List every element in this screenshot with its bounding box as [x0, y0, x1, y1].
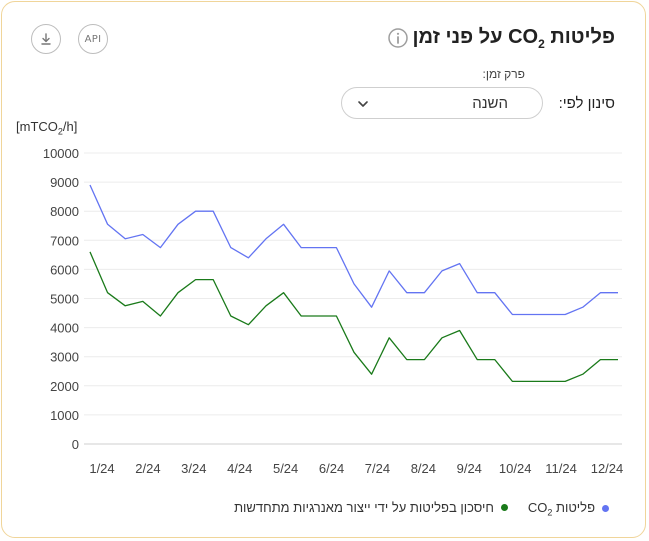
y-tick-label: 3000: [50, 350, 79, 365]
series-line-savings: [89, 251, 618, 383]
period-select[interactable]: השנה: [341, 87, 543, 119]
chevron-down-icon: [358, 101, 368, 107]
x-tick-label: 6/24: [319, 461, 344, 476]
x-tick-label: 5/24: [273, 461, 298, 476]
legend-label-savings: חיסכון בפליטות על ידי ייצור מאנרגיות מתח…: [234, 500, 494, 515]
x-tick-label: 8/24: [411, 461, 436, 476]
api-label: API: [84, 33, 102, 45]
info-circle-icon[interactable]: [388, 28, 408, 48]
line-chart: 0 1000 2000 3000 4000 5000 6000 7000 8000 9000 100…: [43, 146, 624, 476]
y-tick-label: 6000: [50, 262, 79, 277]
x-tick-label: 1/24: [89, 461, 114, 476]
x-tick-label: 3/24: [181, 461, 206, 476]
chart-title: פליטות CO2 על פני זמן: [412, 26, 615, 51]
y-tick-label: 1000: [50, 408, 79, 423]
legend-dot-emissions: [602, 505, 609, 513]
legend-item-savings[interactable]: חיסכון בפליטות על ידי ייצור מאנרגיות מתח…: [234, 500, 508, 515]
y-tick-label: 2000: [50, 379, 79, 394]
filter-label: סינון לפי:: [558, 95, 615, 112]
y-axis-unit: [mTCO2/h]: [16, 119, 78, 137]
y-tick-label: 5000: [50, 292, 79, 307]
period-label: פרק זמן:: [482, 67, 525, 81]
x-tick-label: 2/24: [135, 461, 160, 476]
x-tick-label: 7/24: [365, 461, 390, 476]
y-tick-label: 10000: [43, 146, 79, 161]
x-tick-label: 12/24: [591, 461, 624, 476]
legend-item-emissions[interactable]: פליטות CO2: [528, 500, 609, 518]
y-tick-label: 8000: [50, 204, 79, 219]
x-tick-label: 11/24: [545, 461, 577, 476]
y-tick-label: 4000: [50, 321, 79, 336]
x-tick-label: 4/24: [227, 461, 252, 476]
y-tick-label: 9000: [50, 175, 79, 190]
period-select-value: השנה: [472, 95, 508, 112]
download-button[interactable]: [31, 24, 61, 54]
legend-label-emissions: פליטות CO2: [527, 500, 595, 518]
series-line-emissions: [89, 184, 618, 316]
download-icon: [41, 33, 51, 45]
legend-dot-savings: [501, 504, 508, 511]
api-button[interactable]: API: [78, 24, 108, 54]
x-tick-label: 9/24: [457, 461, 482, 476]
x-tick-label: 10/24: [499, 461, 532, 476]
y-tick-label: 7000: [50, 233, 79, 248]
y-tick-label: 0: [72, 437, 79, 452]
